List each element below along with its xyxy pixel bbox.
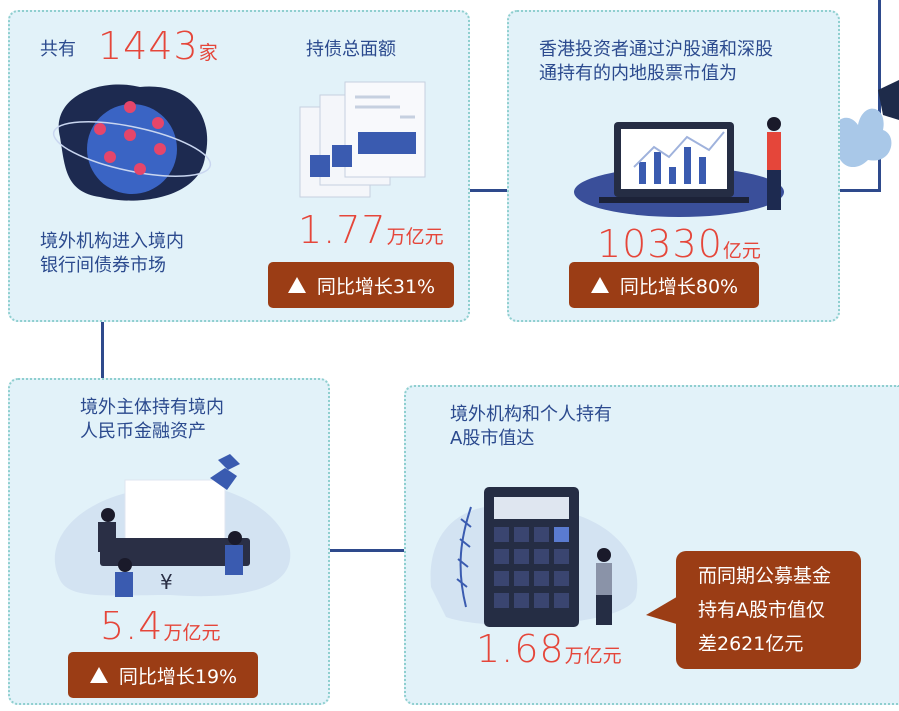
growth-badge: 同比增长19% — [68, 652, 258, 698]
amount: 5.4 — [100, 604, 163, 648]
connector — [101, 320, 104, 380]
caption-line: 香港投资者通过沪股通和深股 — [539, 38, 773, 62]
value: 1.68万亿元 — [476, 629, 622, 676]
holding-unit: 万亿元 — [387, 226, 444, 248]
documents-illustration — [300, 77, 430, 202]
caption-line: A股市值达 — [450, 427, 534, 451]
up-icon — [287, 276, 307, 294]
caption-line: 境外机构进入境内 — [40, 230, 184, 254]
count-unit: 家 — [199, 42, 218, 64]
panel: 境外机构和个人持有 A股市值达 1.68万亿元 而同期公募基金 持有A股市值仅 … — [404, 385, 899, 705]
growth-badge: 同比增长80% — [569, 262, 759, 308]
connector — [328, 549, 406, 552]
count: 1443 — [98, 24, 199, 68]
caption-line: 通持有的内地股票市值为 — [539, 62, 737, 86]
globe-illustration — [40, 77, 220, 207]
unit: 万亿元 — [565, 645, 622, 667]
laptop-illustration — [569, 112, 809, 222]
count-prefix: 共有 — [40, 38, 76, 62]
caption-line: 境外机构和个人持有 — [450, 403, 612, 427]
caption-line: 境外主体持有境内 — [80, 396, 224, 420]
holding-value: 1.77万亿元 — [298, 210, 444, 257]
yen-symbol: ¥ — [160, 570, 173, 594]
holding: 1.77 — [298, 208, 387, 252]
count-value: 1443家 — [98, 26, 218, 73]
panel: 境外主体持有境内 人民币金融资产 ¥ 5.4万亿元 同比增长19% — [8, 378, 330, 705]
panel: 香港投资者通过沪股通和深股 通持有的内地股票市值为 10330亿元 同比增长80… — [507, 10, 840, 322]
value: 5.4万亿元 — [100, 606, 220, 653]
unit: 亿元 — [723, 240, 761, 262]
calculator-illustration — [426, 467, 656, 627]
callout: 而同期公募基金 持有A股市值仅 差2621亿元 — [676, 551, 861, 669]
caption-line: 人民币金融资产 — [80, 420, 206, 444]
up-icon — [89, 666, 109, 684]
callout-line: 而同期公募基金 — [698, 559, 861, 593]
page: 共有 1443家 境外机构进入境内 银行间债券市场 持债总面额 1.77万亿元 … — [0, 0, 899, 711]
connector — [468, 189, 508, 192]
caption-line: 银行间债券市场 — [40, 254, 166, 278]
unit: 万亿元 — [163, 622, 220, 644]
growth: 同比增长19% — [119, 662, 237, 689]
holding-title: 持债总面额 — [306, 38, 396, 62]
amount: 1.68 — [476, 627, 565, 671]
growth: 同比增长80% — [620, 272, 738, 299]
callout-line: 持有A股市值仅 — [698, 593, 861, 627]
growth-badge: 同比增长31% — [268, 262, 454, 308]
callout-line: 差2621亿元 — [698, 627, 861, 661]
amount: 10330 — [597, 222, 723, 266]
panel: 共有 1443家 境外机构进入境内 银行间债券市场 持债总面额 1.77万亿元 … — [8, 10, 470, 322]
growth: 同比增长31% — [317, 272, 435, 299]
up-icon — [590, 276, 610, 294]
connector — [838, 189, 880, 192]
